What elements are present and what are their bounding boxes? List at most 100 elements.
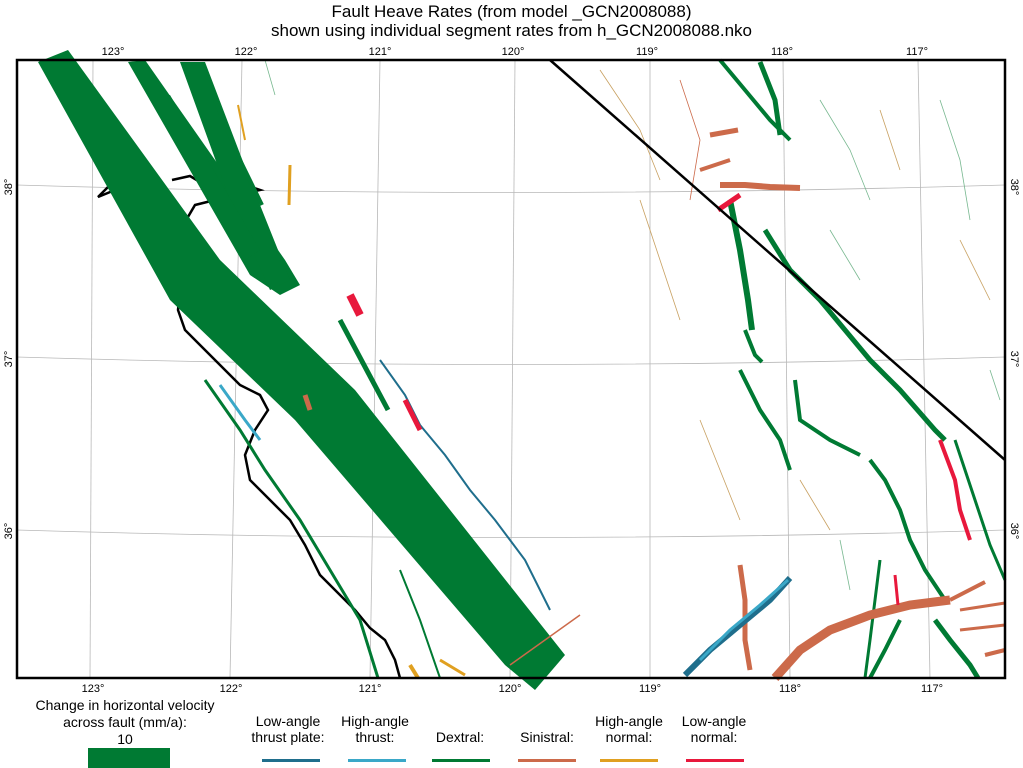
high-angle-thrust-fault [218, 384, 262, 441]
legend-swatch-high-angle-normal [600, 759, 658, 762]
fault-segment [953, 439, 1007, 581]
fault-segment [868, 619, 902, 679]
fault-segment [599, 69, 661, 181]
high-angle-normal-fault [408, 663, 420, 680]
map-subtitle: shown using individual segment rates fro… [271, 21, 752, 40]
low-angle-normal-fault [716, 192, 742, 213]
fault-segment [720, 182, 801, 191]
legend-scale-value: 10 [117, 731, 133, 747]
legend-item-line1: Low-angle [255, 713, 321, 729]
fault-segment [959, 623, 1006, 632]
lat-label: 36° [1008, 523, 1020, 540]
legend-item-line2: normal: [605, 729, 653, 745]
legend-scale-caption-line2: across fault (mm/a): [63, 714, 187, 730]
fault-segment [829, 229, 861, 281]
projection-boundary-line [549, 59, 1006, 461]
meridian-117 [917, 59, 931, 679]
fault-segment [799, 479, 831, 531]
legend-swatch-dextral [432, 759, 490, 762]
lon-label: 119° [639, 683, 661, 695]
fault-segment [699, 419, 741, 521]
calaveras-band [180, 62, 290, 290]
lon-label: 120° [502, 46, 525, 58]
green-valley-band [150, 95, 260, 260]
fault-segment [989, 369, 1001, 401]
low-angle-normal-fault [938, 439, 972, 541]
fault-segment [509, 614, 581, 666]
fault-segment [302, 394, 313, 411]
high-angle-normal-fault [237, 104, 246, 141]
fault-segment [337, 318, 391, 412]
legend-item-line1: Low-angle [681, 713, 747, 729]
lon-label: 122° [220, 683, 243, 695]
left-latitude-labels: 38° 37° 36° [3, 179, 15, 540]
lon-label: 121° [359, 683, 382, 695]
fault-segment [939, 99, 971, 221]
legend-scale-caption-line1: Change in horizontal velocity [35, 697, 215, 713]
fault-segment [879, 109, 901, 171]
right-latitude-labels: 38° 37° 36° [1008, 179, 1020, 540]
legend-scale-bar [88, 748, 170, 768]
fault-segment [399, 569, 441, 679]
fault-segment [949, 580, 986, 602]
legend-item-line2: thrust: [355, 729, 395, 745]
legend-item-line1 [418, 713, 502, 729]
parallel-36 [16, 529, 1006, 538]
legend-item-dextral: Dextral: [418, 713, 502, 745]
legend-scale-caption: Change in horizontal velocity across fau… [10, 697, 240, 748]
lon-label: 122° [235, 46, 258, 58]
legend-swatch-sinistral [518, 759, 576, 762]
garlock-fault [771, 595, 951, 681]
meridian-118 [782, 59, 791, 679]
legend-item-line2: thrust plate: [251, 729, 325, 745]
lat-label: 38° [1008, 179, 1020, 196]
fault-segment [679, 79, 701, 201]
legend-item-low-angle-normal: Low-angle normal: [668, 713, 760, 745]
fault-segment [213, 99, 264, 206]
fault-segment [959, 601, 1006, 612]
legend-swatch-low-angle-normal [686, 759, 744, 762]
fault-segment [203, 379, 380, 679]
legend-item-line1: High-angle [595, 713, 663, 729]
fault-segment [757, 61, 783, 136]
meridian-120 [509, 59, 516, 679]
lat-label: 38° [3, 179, 15, 196]
lon-label: 119° [636, 46, 658, 58]
bottom-longitude-labels: 123° 122° 121° 120° 119° 118° 117° [82, 683, 943, 695]
fault-segment [868, 458, 947, 602]
legend-item-thrust-plate: Low-angle thrust plate: [240, 713, 336, 745]
legend-item-line1 [505, 713, 589, 729]
legend-item-high-angle-thrust: High-angle thrust: [330, 713, 420, 745]
lon-label: 118° [771, 46, 793, 58]
map-frame [15, 58, 1007, 680]
lon-label: 123° [102, 46, 125, 58]
parallel-37 [16, 356, 1006, 365]
low-angle-normal-fault [346, 293, 364, 317]
high-angle-thrust-fault [698, 578, 789, 662]
lat-label: 36° [3, 523, 15, 540]
fault-segment [639, 199, 681, 321]
fault-segment [819, 99, 871, 201]
legend-item-sinistral: Sinistral: [505, 713, 589, 745]
top-longitude-labels: 123° 122° 121° 120° 119° 118° 117° [102, 46, 928, 58]
normal-faults [237, 104, 972, 680]
lon-label: 117° [921, 683, 943, 695]
legend-item-line2: Sinistral: [520, 729, 574, 745]
fault-segment [984, 648, 1006, 657]
lon-label: 118° [779, 683, 801, 695]
legend-item-line1: High-angle [341, 713, 409, 729]
fault-segment [762, 228, 947, 442]
lat-label: 37° [3, 351, 15, 368]
san-andreas-band [38, 50, 565, 690]
fault-segment [933, 618, 981, 680]
high-angle-normal-fault [439, 658, 466, 677]
fault-segment [839, 539, 851, 591]
legend-item-high-angle-normal: High-angle normal: [584, 713, 674, 745]
fault-segment [863, 559, 882, 679]
minor-faults [264, 59, 1001, 591]
fault-segment [709, 127, 739, 138]
high-angle-normal-fault [287, 164, 292, 206]
meridian-123 [89, 59, 94, 679]
legend-item-line2: normal: [690, 729, 738, 745]
